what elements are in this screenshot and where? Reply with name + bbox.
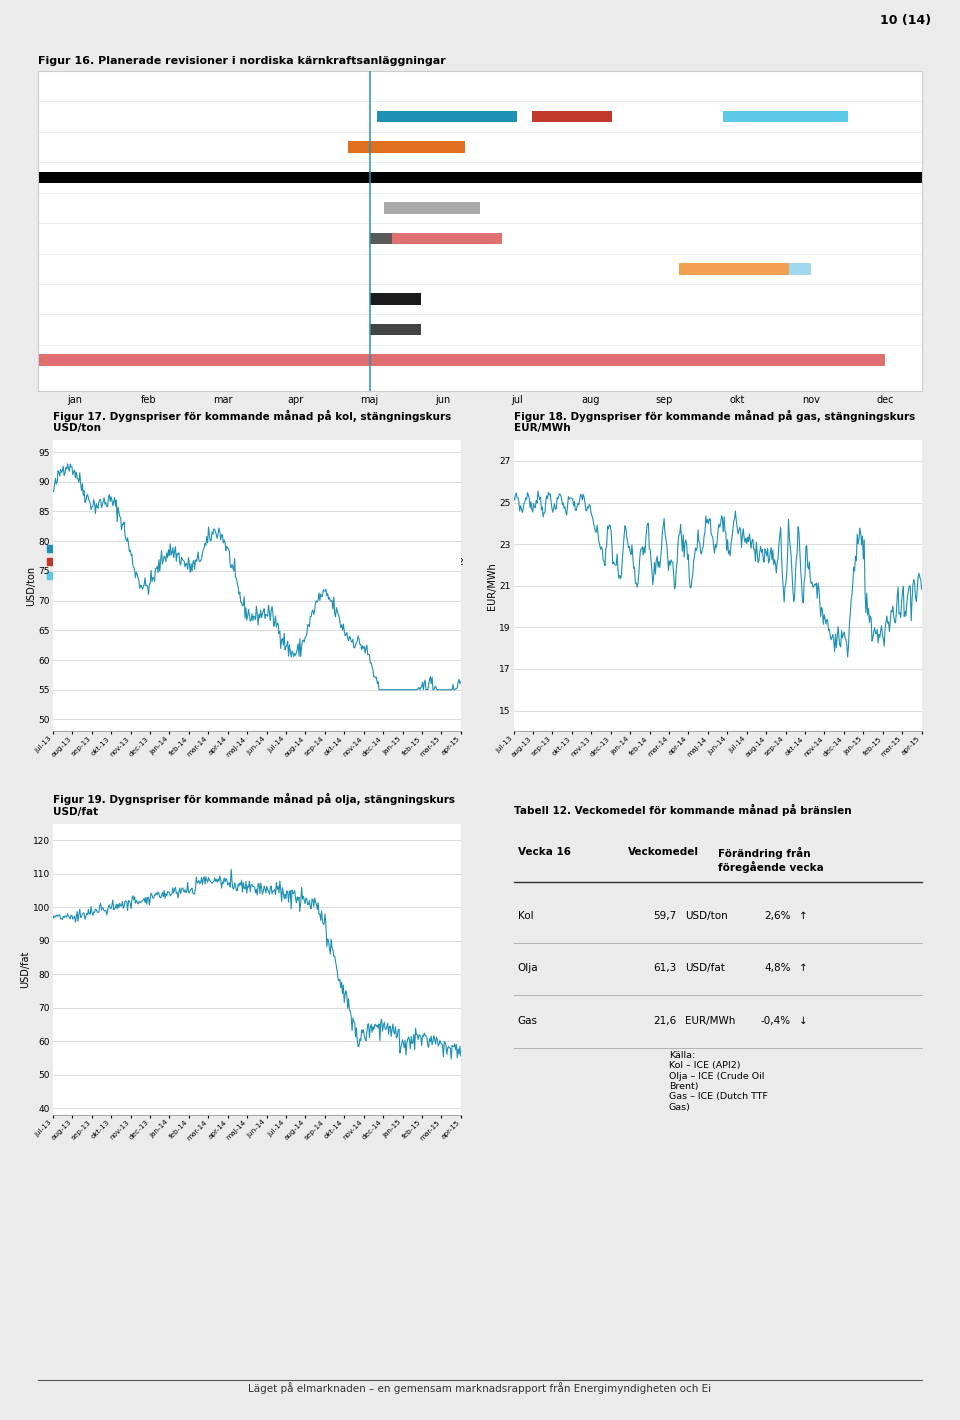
Text: -0,4%: -0,4% xyxy=(761,1015,791,1025)
Text: Källa: Montel: Källa: Montel xyxy=(830,547,913,557)
Text: USD/ton: USD/ton xyxy=(685,912,728,922)
Text: Gas: Gas xyxy=(517,1015,538,1025)
Text: 59,7: 59,7 xyxy=(654,912,677,922)
Text: Veckomedel: Veckomedel xyxy=(628,846,699,856)
Bar xyxy=(384,202,480,213)
Bar xyxy=(370,294,421,305)
Text: Vecka 16: Vecka 16 xyxy=(517,846,570,856)
Text: Figur 17. Dygnspriser för kommande månad på kol, stängningskurs
USD/ton: Figur 17. Dygnspriser för kommande månad… xyxy=(53,409,451,433)
Bar xyxy=(723,111,848,122)
Bar xyxy=(370,233,466,244)
Text: Olja: Olja xyxy=(517,963,539,973)
Text: 2,6%: 2,6% xyxy=(764,912,791,922)
Text: Förändring från
föregående vecka: Förändring från föregående vecka xyxy=(717,846,824,873)
Y-axis label: EUR/MWh: EUR/MWh xyxy=(487,562,496,609)
Bar xyxy=(679,263,789,274)
Text: 21,6: 21,6 xyxy=(654,1015,677,1025)
Text: Kol: Kol xyxy=(517,912,534,922)
Text: 4,8%: 4,8% xyxy=(764,963,791,973)
Bar xyxy=(38,354,885,366)
Bar xyxy=(370,324,421,335)
Bar xyxy=(377,111,516,122)
Text: 10 (14): 10 (14) xyxy=(880,14,931,27)
Text: USD/fat: USD/fat xyxy=(685,963,725,973)
Text: Läget på elmarknaden – en gemensam marknadsrapport från Energimyndigheten och Ei: Läget på elmarknaden – en gemensam markn… xyxy=(249,1383,711,1394)
Legend: Forsmark 1, Forsmark 2, Forsmark 3, Oskarshamn 1, Oskarshamn 2, Oskarshamn 3, Ri: Forsmark 1, Forsmark 2, Forsmark 3, Oska… xyxy=(43,541,468,584)
Text: Tabell 12. Veckomedel för kommande månad på bränslen: Tabell 12. Veckomedel för kommande månad… xyxy=(514,804,852,816)
Bar xyxy=(701,263,811,274)
Text: EUR/MWh: EUR/MWh xyxy=(685,1015,735,1025)
Bar xyxy=(38,172,922,183)
Bar xyxy=(348,141,466,153)
Bar xyxy=(392,233,502,244)
Y-axis label: USD/ton: USD/ton xyxy=(26,565,36,606)
Text: ↓: ↓ xyxy=(799,1015,808,1025)
Text: 61,3: 61,3 xyxy=(654,963,677,973)
Text: Figur 19. Dygnspriser för kommande månad på olja, stängningskurs
USD/fat: Figur 19. Dygnspriser för kommande månad… xyxy=(53,792,455,816)
Text: Figur 16. Planerade revisioner i nordiska kärnkraftsanläggningar: Figur 16. Planerade revisioner i nordisk… xyxy=(38,55,446,67)
Bar xyxy=(532,111,612,122)
Text: Figur 18. Dygnspriser för kommande månad på gas, stängningskurs
EUR/MWh: Figur 18. Dygnspriser för kommande månad… xyxy=(514,409,915,433)
Text: Källa:
Kol – ICE (API2)
Olja – ICE (Crude Oil
Brent)
Gas – ICE (Dutch TTF
Gas): Källa: Kol – ICE (API2) Olja – ICE (Crud… xyxy=(668,1051,767,1112)
Text: ↑: ↑ xyxy=(799,963,808,973)
Y-axis label: USD/fat: USD/fat xyxy=(20,950,30,988)
Text: ↑: ↑ xyxy=(799,912,808,922)
